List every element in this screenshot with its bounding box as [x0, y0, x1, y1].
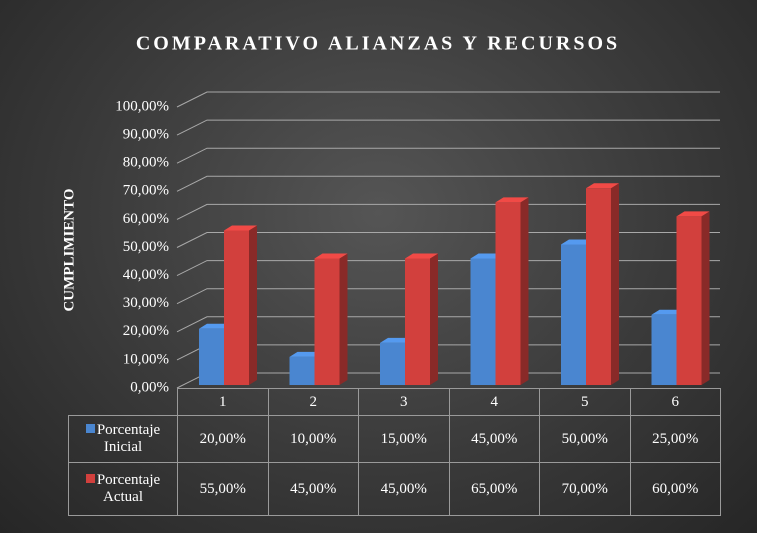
bar-face	[701, 211, 710, 385]
grid-line	[176, 260, 720, 277]
grid-line	[176, 147, 720, 164]
bar-face	[405, 253, 438, 259]
category-label: 4	[448, 388, 540, 416]
y-tick-label: 20,00%	[123, 323, 169, 339]
bar-face	[470, 258, 496, 385]
data-table-value: 65,00%	[448, 462, 540, 516]
data-table-value: 45,00%	[358, 462, 450, 516]
data-table-value: 70,00%	[539, 462, 631, 516]
bar-face	[651, 314, 677, 385]
y-tick-label: 100,00%	[115, 98, 169, 114]
bar-face	[405, 258, 430, 385]
bar-face	[676, 216, 702, 385]
bar-face	[289, 351, 323, 357]
bar-face	[561, 239, 594, 245]
bar-face	[586, 183, 619, 189]
bar-face	[561, 244, 586, 385]
bar-face	[314, 258, 340, 385]
data-table-value: 50,00%	[539, 415, 631, 463]
category-label: 6	[629, 388, 721, 416]
grid-line	[176, 316, 720, 333]
bar-face	[199, 328, 224, 385]
y-tick-label: 50,00%	[123, 239, 169, 255]
category-label: 3	[358, 388, 450, 416]
bar-face	[249, 225, 257, 385]
data-table-value: 55,00%	[177, 462, 269, 516]
bar-face	[339, 253, 348, 385]
bar-face	[586, 188, 611, 385]
bar-face	[380, 342, 405, 385]
y-tick-label: 70,00%	[123, 183, 169, 199]
legend-swatch	[85, 424, 95, 433]
bar-face	[520, 197, 529, 385]
bar	[405, 253, 438, 385]
bar-face	[430, 253, 438, 385]
y-tick-label: 90,00%	[123, 127, 169, 143]
bar	[224, 225, 257, 385]
y-tick-label: 60,00%	[123, 211, 169, 227]
y-axis-label: CUMPLIMIENTO	[61, 188, 77, 311]
grid-line	[176, 288, 720, 305]
data-table-value: 60,00%	[629, 462, 721, 516]
legend-entry: Porcentaje Inicial	[68, 415, 178, 463]
grid-line	[176, 232, 720, 248]
bar-face	[314, 253, 348, 259]
bar	[314, 253, 348, 385]
legend-content: Porcentaje Actual	[73, 472, 173, 506]
legend-label: Porcentaje Actual	[96, 472, 161, 505]
bar-face	[495, 202, 521, 385]
bar-face	[289, 356, 315, 385]
grid-line	[176, 91, 720, 108]
y-tick-label: 80,00%	[123, 155, 169, 171]
category-label: 2	[267, 388, 359, 416]
bar-face	[199, 323, 232, 329]
y-tick-label: 30,00%	[123, 295, 169, 311]
grid-line	[176, 372, 720, 389]
grid-line	[176, 344, 720, 361]
data-table-value: 45,00%	[448, 415, 540, 463]
legend-entry: Porcentaje Actual	[68, 462, 178, 516]
bar	[495, 197, 529, 385]
data-table-value: 45,00%	[267, 462, 359, 516]
bar-face	[651, 309, 685, 315]
chart-title: COMPARATIVO ALIANZAS Y RECURSOS	[136, 33, 620, 55]
bar-face	[224, 230, 249, 385]
bar	[586, 183, 619, 385]
data-table-value: 25,00%	[629, 415, 721, 463]
data-table-value: 20,00%	[177, 415, 269, 463]
y-tick-label: 40,00%	[123, 267, 169, 283]
bar-face	[611, 183, 619, 385]
y-tick-label: 0,00%	[130, 379, 169, 395]
grid-line	[176, 203, 720, 220]
data-table-value: 15,00%	[358, 415, 450, 463]
bar-face	[380, 337, 413, 343]
bar-face	[224, 225, 257, 231]
grid-line	[176, 175, 720, 192]
legend-label: Porcentaje Inicial	[96, 422, 161, 455]
bar-face	[676, 211, 710, 217]
bar-face	[470, 253, 504, 259]
grid-line	[176, 119, 720, 136]
bar	[676, 211, 710, 385]
legend-swatch	[85, 474, 95, 483]
y-tick-label: 10,00%	[123, 351, 169, 367]
category-label: 1	[177, 388, 269, 416]
category-label: 5	[539, 388, 631, 416]
data-table-value: 10,00%	[267, 415, 359, 463]
bar-face	[495, 197, 529, 203]
legend-content: Porcentaje Inicial	[73, 422, 173, 456]
